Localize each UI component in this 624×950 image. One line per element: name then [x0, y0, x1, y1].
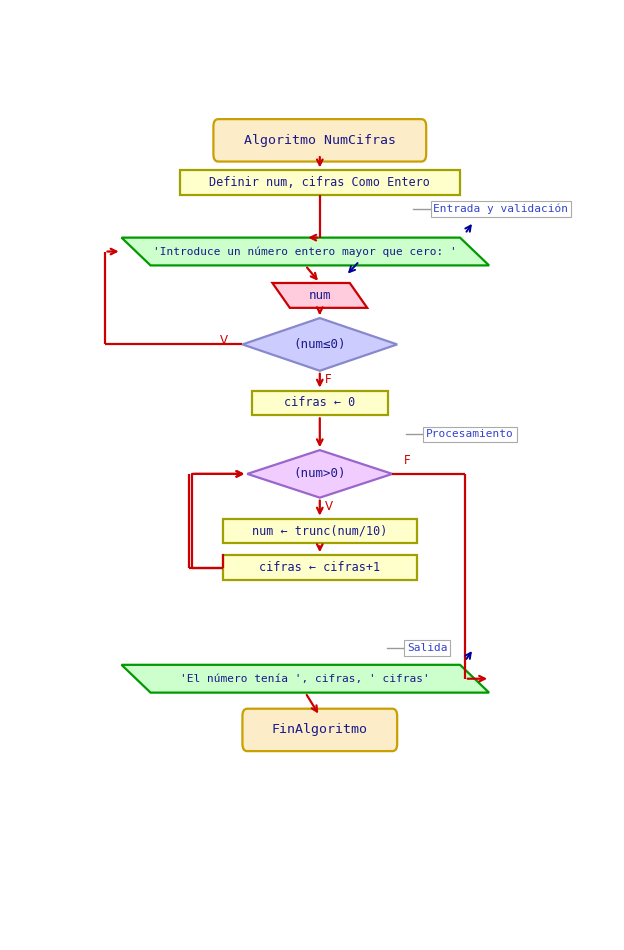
Bar	[223, 555, 417, 580]
Text: F: F	[325, 373, 332, 386]
Text: num: num	[308, 289, 331, 302]
FancyBboxPatch shape	[213, 119, 426, 162]
Text: (num>0): (num>0)	[293, 467, 346, 481]
Polygon shape	[242, 318, 397, 370]
Text: Salida: Salida	[407, 643, 447, 653]
Polygon shape	[122, 665, 489, 693]
Text: 'Introduce un número entero mayor que cero: ': 'Introduce un número entero mayor que ce…	[154, 246, 457, 256]
Text: Algoritmo NumCifras: Algoritmo NumCifras	[244, 134, 396, 147]
Bar	[180, 170, 460, 195]
Text: V: V	[324, 500, 333, 513]
Text: Entrada y validación: Entrada y validación	[434, 204, 568, 215]
FancyBboxPatch shape	[242, 709, 397, 751]
Bar	[223, 519, 417, 543]
Text: V: V	[220, 333, 228, 347]
Text: (num≤0): (num≤0)	[293, 338, 346, 351]
Polygon shape	[273, 283, 367, 308]
Text: FinAlgoritmo: FinAlgoritmo	[272, 723, 368, 736]
Polygon shape	[247, 450, 392, 498]
Polygon shape	[122, 238, 489, 265]
Text: num ← trunc(num/10): num ← trunc(num/10)	[252, 524, 388, 538]
Text: Procesamiento: Procesamiento	[426, 429, 514, 440]
Text: 'El número tenía ', cifras, ' cifras': 'El número tenía ', cifras, ' cifras'	[180, 674, 430, 684]
Text: F: F	[404, 454, 410, 467]
Bar	[252, 390, 388, 415]
Text: Definir num, cifras Como Entero: Definir num, cifras Como Entero	[210, 177, 430, 189]
Text: cifras ← 0: cifras ← 0	[284, 396, 356, 409]
Text: cifras ← cifras+1: cifras ← cifras+1	[259, 561, 381, 574]
